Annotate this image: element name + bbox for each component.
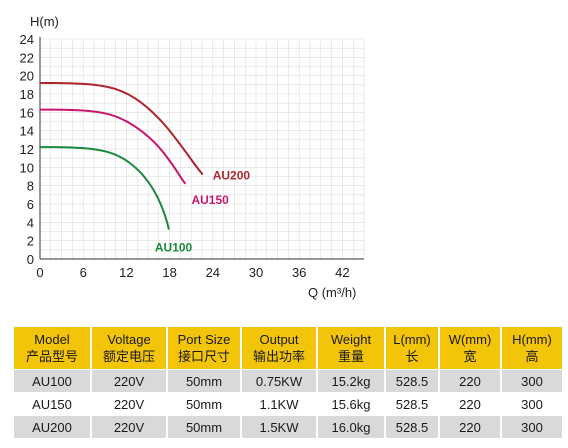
x-tick-label: 12 xyxy=(119,265,133,280)
cell-length: 528.5 xyxy=(386,370,438,392)
cell-height: 300 xyxy=(502,416,562,438)
x-tick-label: 42 xyxy=(335,265,349,280)
cell-output: 1.5KW xyxy=(242,416,316,438)
y-tick-label: 18 xyxy=(20,87,34,102)
cell-width: 220 xyxy=(440,370,500,392)
spec-table: Model 产品型号 Voltage 额定电压 Port Size 接口尺寸 Outp… xyxy=(12,326,564,439)
cell-width: 220 xyxy=(440,393,500,415)
y-tick-label: 12 xyxy=(20,142,34,157)
table-header-row: Model 产品型号 Voltage 额定电压 Port Size 接口尺寸 Outp… xyxy=(14,327,562,369)
series-line-au100 xyxy=(40,146,170,230)
cell-weight: 15.6kg xyxy=(318,393,384,415)
cell-width: 220 xyxy=(440,416,500,438)
cell-weight: 16.0kg xyxy=(318,416,384,438)
y-tick-label: 22 xyxy=(20,50,34,65)
cell-height: 300 xyxy=(502,393,562,415)
y-tick-label: 14 xyxy=(20,124,34,139)
header-port-size: Port Size 接口尺寸 xyxy=(168,327,240,369)
cell-output: 0.75KW xyxy=(242,370,316,392)
table-row: AU200 220V 50mm 1.5KW 16.0kg 528.5 220 3… xyxy=(14,416,562,438)
x-tick-label: 30 xyxy=(249,265,263,280)
cell-length: 528.5 xyxy=(386,393,438,415)
cell-port-size: 50mm xyxy=(168,416,240,438)
y-axis-title: H(m) xyxy=(30,14,59,29)
cell-weight: 15.2kg xyxy=(318,370,384,392)
cell-voltage: 220V xyxy=(92,416,166,438)
y-tick-label: 0 xyxy=(27,252,34,267)
header-voltage: Voltage 额定电压 xyxy=(92,327,166,369)
x-tick-label: 6 xyxy=(80,265,87,280)
series-line-au200 xyxy=(40,82,204,176)
series-label-au200: AU200 xyxy=(213,169,251,183)
x-tick-label: 18 xyxy=(162,265,176,280)
header-height: H(mm) 高 xyxy=(502,327,562,369)
cell-height: 300 xyxy=(502,370,562,392)
x-tick-label: 0 xyxy=(36,265,43,280)
header-length: L(mm) 长 xyxy=(386,327,438,369)
cell-model: AU200 xyxy=(14,416,90,438)
y-tick-label: 10 xyxy=(20,160,34,175)
series-label-au100: AU100 xyxy=(155,241,193,255)
chart-svg: 0 6 12 18 24 30 36 42024681012141618202224H(m)Q… xyxy=(20,14,365,300)
y-tick-label: 16 xyxy=(20,105,34,120)
cell-model: AU150 xyxy=(14,393,90,415)
cell-port-size: 50mm xyxy=(168,370,240,392)
header-model: Model 产品型号 xyxy=(14,327,90,369)
cell-voltage: 220V xyxy=(92,370,166,392)
cell-length: 528.5 xyxy=(386,416,438,438)
cell-model: AU100 xyxy=(14,370,90,392)
table-row: AU150 220V 50mm 1.1KW 15.6kg 528.5 220 3… xyxy=(14,393,562,415)
y-tick-label: 24 xyxy=(20,32,34,47)
x-tick-label: 36 xyxy=(292,265,306,280)
pump-curve-chart: 0 6 12 18 24 30 36 42 0 2 4 6 8 10 12 14 16 18 20 22 24 H(m) Q… xyxy=(20,14,365,300)
y-tick-label: 8 xyxy=(27,179,34,194)
header-output: Output 输出功率 xyxy=(242,327,316,369)
series-label-au150: AU150 xyxy=(191,193,229,207)
header-weight: Weight 重量 xyxy=(318,327,384,369)
series-line-au150 xyxy=(40,108,187,185)
cell-output: 1.1KW xyxy=(242,393,316,415)
y-tick-label: 20 xyxy=(20,69,34,84)
y-tick-label: 6 xyxy=(27,197,34,212)
cell-port-size: 50mm xyxy=(168,393,240,415)
x-axis-title: Q (m³/h) xyxy=(308,285,356,300)
header-width: W(mm) 宽 xyxy=(440,327,500,369)
y-tick-label: 2 xyxy=(27,234,34,249)
y-tick-label: 4 xyxy=(27,215,34,230)
x-tick-label: 24 xyxy=(206,265,220,280)
table-row: AU100 220V 50mm 0.75KW 15.2kg 528.5 220 … xyxy=(14,370,562,392)
cell-voltage: 220V xyxy=(92,393,166,415)
